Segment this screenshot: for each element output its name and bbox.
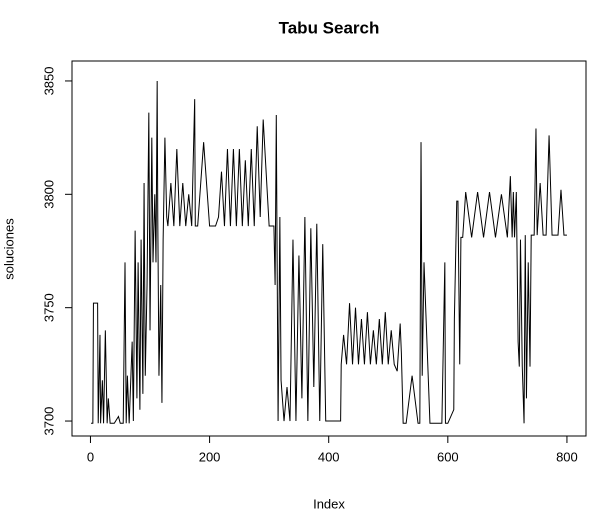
y-axis-label: soluciones	[1, 218, 16, 280]
x-axis-label: Index	[313, 496, 345, 511]
x-tick-label: 200	[199, 449, 221, 464]
y-tick-label: 3750	[41, 293, 56, 322]
x-tick-label: 400	[318, 449, 340, 464]
chart-title: Tabu Search	[279, 18, 380, 37]
x-tick-label: 800	[556, 449, 578, 464]
data-line	[91, 80, 567, 424]
x-tick-label: 0	[87, 449, 94, 464]
x-tick-label: 600	[437, 449, 459, 464]
y-tick-label: 3700	[41, 407, 56, 436]
y-tick-label: 3800	[41, 180, 56, 209]
y-tick-label: 3850	[41, 66, 56, 95]
